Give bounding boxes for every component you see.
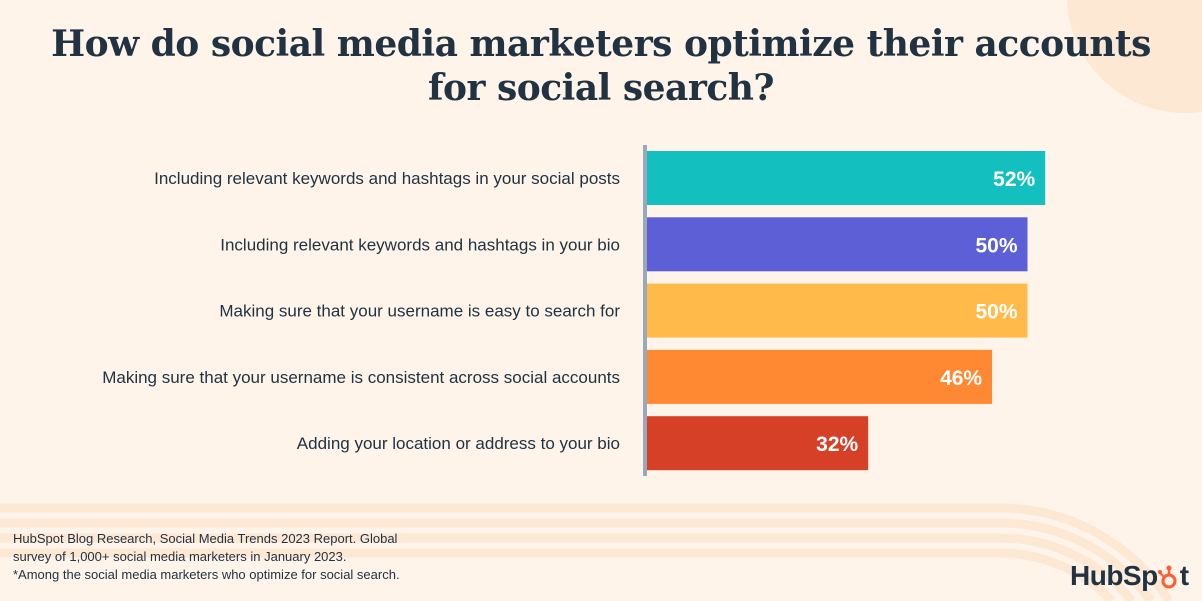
category-label: Making sure that your username is easy t…	[219, 302, 620, 321]
footnote-line: *Among the social media marketers who op…	[13, 567, 400, 582]
data-label: 50%	[975, 301, 1017, 324]
data-label: 50%	[975, 234, 1017, 257]
data-label: 32%	[816, 433, 858, 456]
bar	[647, 349, 993, 404]
category-label: Adding your location or address to your …	[297, 434, 620, 453]
hubspot-logo: HubSp t	[1070, 560, 1189, 591]
footnote-line: survey of 1,000+ social media marketers …	[13, 549, 347, 564]
y-axis-line	[643, 145, 647, 476]
sprocket-icon	[1157, 565, 1177, 589]
bar	[647, 283, 1028, 338]
category-label: Including relevant keywords and hashtags…	[154, 169, 620, 188]
data-label: 46%	[940, 367, 982, 390]
bar	[647, 151, 1046, 205]
footnote-line: HubSpot Blog Research, Social Media Tren…	[13, 531, 398, 546]
bar	[647, 416, 869, 471]
data-label: 52%	[993, 168, 1035, 191]
category-label: Making sure that your username is consis…	[102, 368, 620, 387]
bar	[647, 217, 1028, 272]
footnote: HubSpot Blog Research, Social Media Tren…	[13, 530, 400, 584]
chart-title: How do social media marketers optimize t…	[51, 23, 1151, 109]
category-label: Including relevant keywords and hashtags…	[220, 235, 620, 254]
